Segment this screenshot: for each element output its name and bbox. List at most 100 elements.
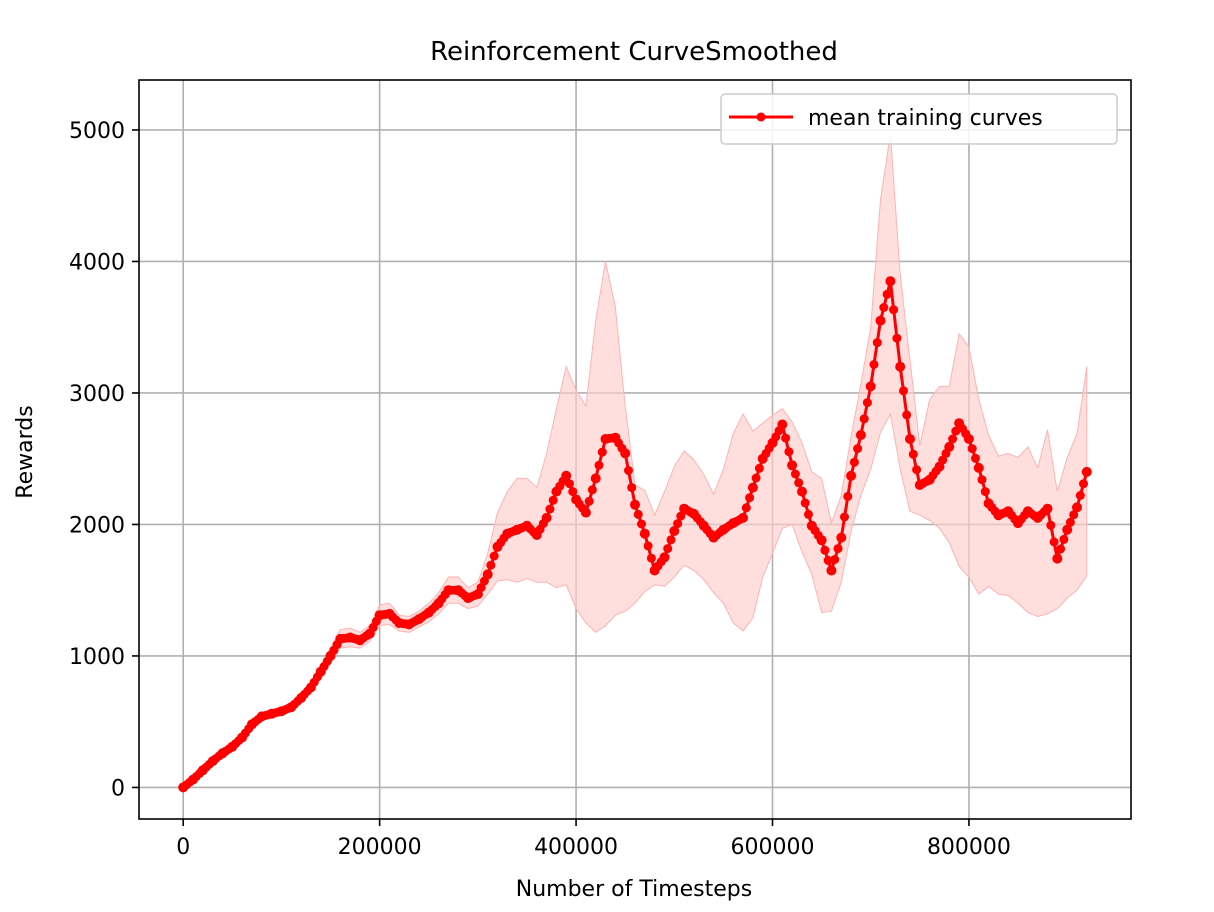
data-point [669,526,680,536]
data-point [846,470,857,481]
data-point [963,434,974,444]
y-tick-label: 2000 [69,513,125,538]
data-point [630,499,640,510]
x-axis-ticks: 0 200000 400000 600000 800000 [176,819,1011,860]
data-point-interp [853,444,863,454]
data-point-interp [971,453,980,463]
data-point-interp [1079,479,1088,489]
data-point [777,419,788,430]
data-point-interp [676,511,686,521]
data-point [875,315,886,326]
x-tick-label: 600000 [731,835,815,860]
data-point-interp [948,434,958,444]
data-point-interp [902,410,912,420]
data-point-interp [781,433,791,443]
x-tick-label: 400000 [534,835,618,860]
data-point [561,470,572,481]
data-point-interp [741,503,751,513]
data-point-interp [800,498,810,508]
data-point-interp [1069,510,1079,520]
data-point-interp [784,447,794,457]
data-point-interp [745,493,755,503]
data-point [797,486,807,497]
data-point-interp [1046,520,1056,530]
data-point-interp [843,491,853,501]
data-point-interp [637,519,646,529]
data-point [816,535,827,546]
legend-box [720,93,1118,145]
y-tick-label: 1000 [69,645,125,670]
data-point [865,381,876,392]
data-point-interp [833,544,843,554]
data-point [1042,503,1053,514]
data-point [1062,524,1073,535]
data-point-interp [889,305,899,315]
data-point-interp [646,553,656,563]
data-point-interp [594,460,604,470]
data-point-interp [565,479,574,489]
data-point-interp [908,449,918,459]
data-point [1081,466,1092,477]
data-point-interp [486,560,496,570]
data-point-interp [568,487,578,497]
x-axis-title: Number of Timesteps [516,877,752,902]
data-point-interp [912,465,922,475]
data-point-interp [624,466,633,475]
data-point-interp [892,333,902,343]
data-point [885,276,896,287]
data-point-interp [1065,517,1075,527]
data-point [895,361,906,372]
data-point-interp [794,478,804,488]
data-point [1072,502,1082,513]
data-point-interp [545,504,555,514]
x-tick-label: 0 [176,835,190,860]
data-point-interp [548,495,558,505]
data-point-interp [840,512,849,522]
y-tick-label: 5000 [69,119,125,144]
data-point [482,569,493,580]
data-point-interp [754,463,764,473]
chart-title: Reinforcement CurveSmoothed [430,37,838,67]
y-tick-label: 3000 [69,382,125,407]
legend-label: mean training curves [808,106,1043,131]
data-point-interp [849,457,859,467]
data-point [944,441,955,452]
data-point-interp [627,483,637,493]
data-point-interp [633,509,643,519]
data-point [620,448,631,459]
data-point [738,512,748,523]
data-point [905,434,915,444]
data-point-interp [1049,537,1059,547]
data-point-interp [980,487,990,497]
data-point-interp [879,303,889,312]
data-point-interp [1059,534,1069,544]
data-point-interp [977,475,987,485]
data-point [973,462,984,473]
data-point-interp [872,338,882,348]
data-point-interp [666,535,676,545]
y-tick-label: 4000 [69,250,125,275]
data-point-interp [859,414,869,424]
data-point [836,532,847,543]
plot-area-frame [138,79,1132,820]
data-point-interp [643,541,653,551]
data-point-interp [587,485,597,495]
data-point-interp [804,509,813,519]
data-point [747,482,758,493]
data-point-interp [751,473,761,483]
data-point [1052,553,1063,564]
data-point [787,460,798,471]
legend: mean training curves [720,93,1118,145]
y-axis-ticks: 0 1000 2000 3000 4000 5000 [69,119,139,801]
data-point-interp [869,360,879,369]
data-point-interp [1075,491,1085,500]
data-point-interp [820,545,830,555]
data-point [580,507,591,518]
x-tick-label: 800000 [927,835,1011,860]
data-point [826,565,837,576]
data-point-interp [597,447,607,457]
data-point [541,512,552,523]
data-point [590,473,601,484]
data-point [855,430,866,440]
